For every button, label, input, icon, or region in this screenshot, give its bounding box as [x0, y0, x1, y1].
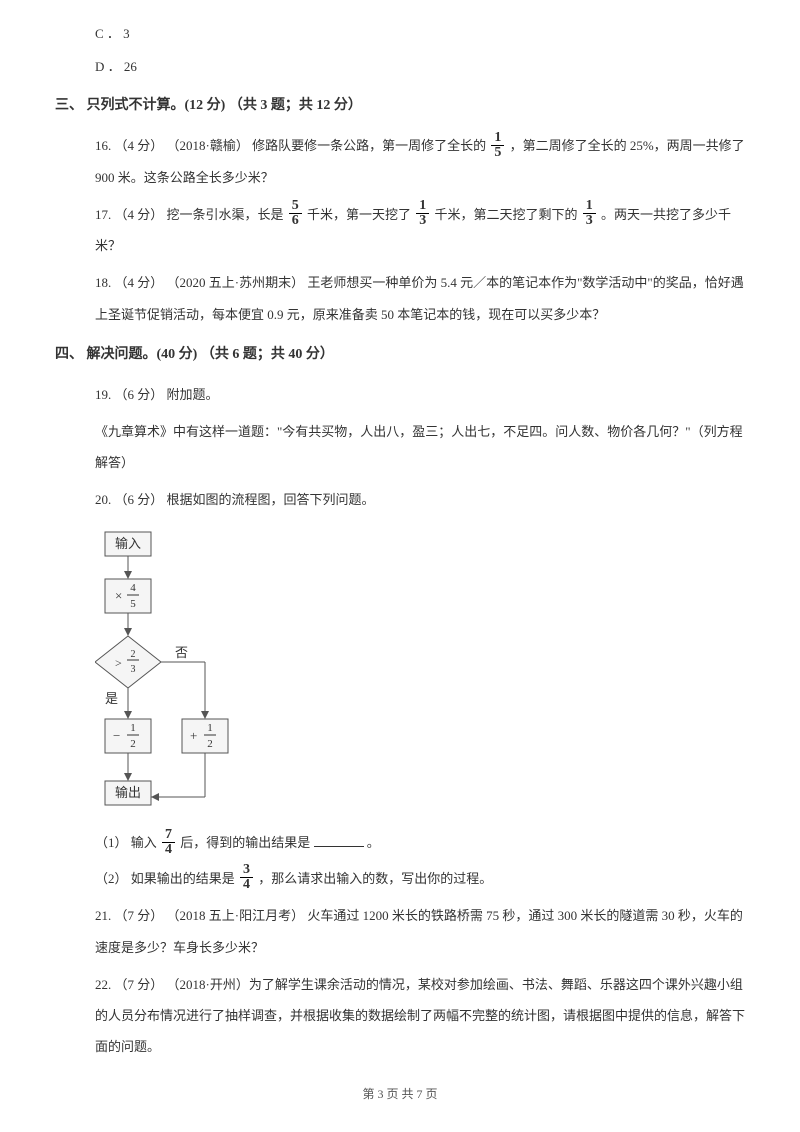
q17-text-a: 17. （4 分） 挖一条引水渠，长是: [95, 207, 287, 222]
frac-den: 4: [240, 878, 253, 892]
frac-num: 7: [162, 828, 175, 843]
frac-num: 1: [491, 131, 504, 146]
question-20-sub1: （1） 输入 7 4 后，得到的输出结果是 。: [55, 829, 745, 859]
svg-text:+: +: [190, 728, 197, 743]
svg-text:输出: 输出: [115, 785, 141, 800]
frac-den: 3: [583, 214, 596, 228]
flowchart-diagram: 输入 × 4 5 > 2 3 否 是 − 1 2: [95, 527, 235, 817]
svg-text:2: 2: [130, 738, 136, 750]
svg-text:1: 1: [207, 722, 213, 734]
fraction-1-3-b: 1 3: [583, 199, 596, 228]
svg-text:1: 1: [130, 722, 136, 734]
fraction-7-4: 7 4: [162, 828, 175, 857]
fraction-1-5: 1 5: [491, 131, 504, 160]
option-c: C ． 3: [55, 20, 745, 49]
frac-den: 4: [162, 843, 175, 857]
option-d: D ． 26: [55, 53, 745, 82]
frac-num: 3: [240, 863, 253, 878]
frac-num: 1: [583, 199, 596, 214]
svg-text:3: 3: [131, 664, 136, 675]
q17-text-b: 千米，第一天挖了: [307, 207, 414, 222]
svg-text:>: >: [115, 656, 122, 670]
frac-den: 3: [416, 214, 429, 228]
svg-text:否: 否: [175, 645, 188, 660]
question-21: 21. （7 分） （2018 五上·阳江月考） 火车通过 1200 米长的铁路…: [55, 900, 745, 962]
q17-text-c: 千米，第二天挖了剩下的: [435, 207, 581, 222]
svg-text:2: 2: [207, 738, 213, 750]
fraction-5-6: 5 6: [289, 199, 302, 228]
question-16: 16. （4 分） （2018·赣榆） 修路队要修一条公路，第一周修了全长的 1…: [55, 130, 745, 193]
question-19a: 19. （6 分） 附加题。: [55, 379, 745, 410]
page-footer: 第 3 页 共 7 页: [0, 1081, 800, 1107]
question-19b: 《九章算术》中有这样一道题："今有共买物，人出八，盈三；人出七，不足四。问人数、…: [55, 416, 745, 478]
frac-num: 5: [289, 199, 302, 214]
section-3-heading: 三、 只列式不计算。(12 分) （共 3 题；共 12 分）: [55, 91, 745, 122]
q16-text-a: 16. （4 分） （2018·赣榆） 修路队要修一条公路，第一周修了全长的: [95, 138, 489, 153]
question-20: 20. （6 分） 根据如图的流程图，回答下列问题。: [55, 484, 745, 515]
q20s1-b: 后，得到的输出结果是: [180, 835, 310, 850]
frac-num: 1: [416, 199, 429, 214]
q20s2-a: （2） 如果输出的结果是: [95, 871, 238, 886]
svg-text:2: 2: [131, 649, 136, 660]
q20s1-a: （1） 输入: [95, 835, 160, 850]
question-22: 22. （7 分） （2018·开州）为了解学生课余活动的情况，某校对参加绘画、…: [55, 969, 745, 1063]
svg-text:−: −: [113, 728, 120, 743]
frac-den: 6: [289, 214, 302, 228]
question-18: 18. （4 分） （2020 五上·苏州期末） 王老师想买一种单价为 5.4 …: [55, 267, 745, 329]
frac-den: 5: [491, 146, 504, 160]
svg-text:5: 5: [130, 598, 136, 610]
question-20-sub2: （2） 如果输出的结果是 3 4 ，那么请求出输入的数，写出你的过程。: [55, 865, 745, 895]
fraction-1-3-a: 1 3: [416, 199, 429, 228]
svg-text:×: ×: [115, 588, 122, 603]
q20s1-c: 。: [367, 835, 380, 850]
fraction-3-4: 3 4: [240, 863, 253, 892]
flow-input-text: 输入: [115, 536, 141, 551]
svg-text:4: 4: [130, 582, 136, 594]
blank-answer[interactable]: [314, 834, 364, 847]
q20s2-b: ，那么请求出输入的数，写出你的过程。: [258, 871, 492, 886]
svg-text:是: 是: [105, 691, 118, 706]
question-17: 17. （4 分） 挖一条引水渠，长是 5 6 千米，第一天挖了 1 3 千米，…: [55, 199, 745, 262]
section-4-heading: 四、 解决问题。(40 分) （共 6 题；共 40 分）: [55, 340, 745, 371]
